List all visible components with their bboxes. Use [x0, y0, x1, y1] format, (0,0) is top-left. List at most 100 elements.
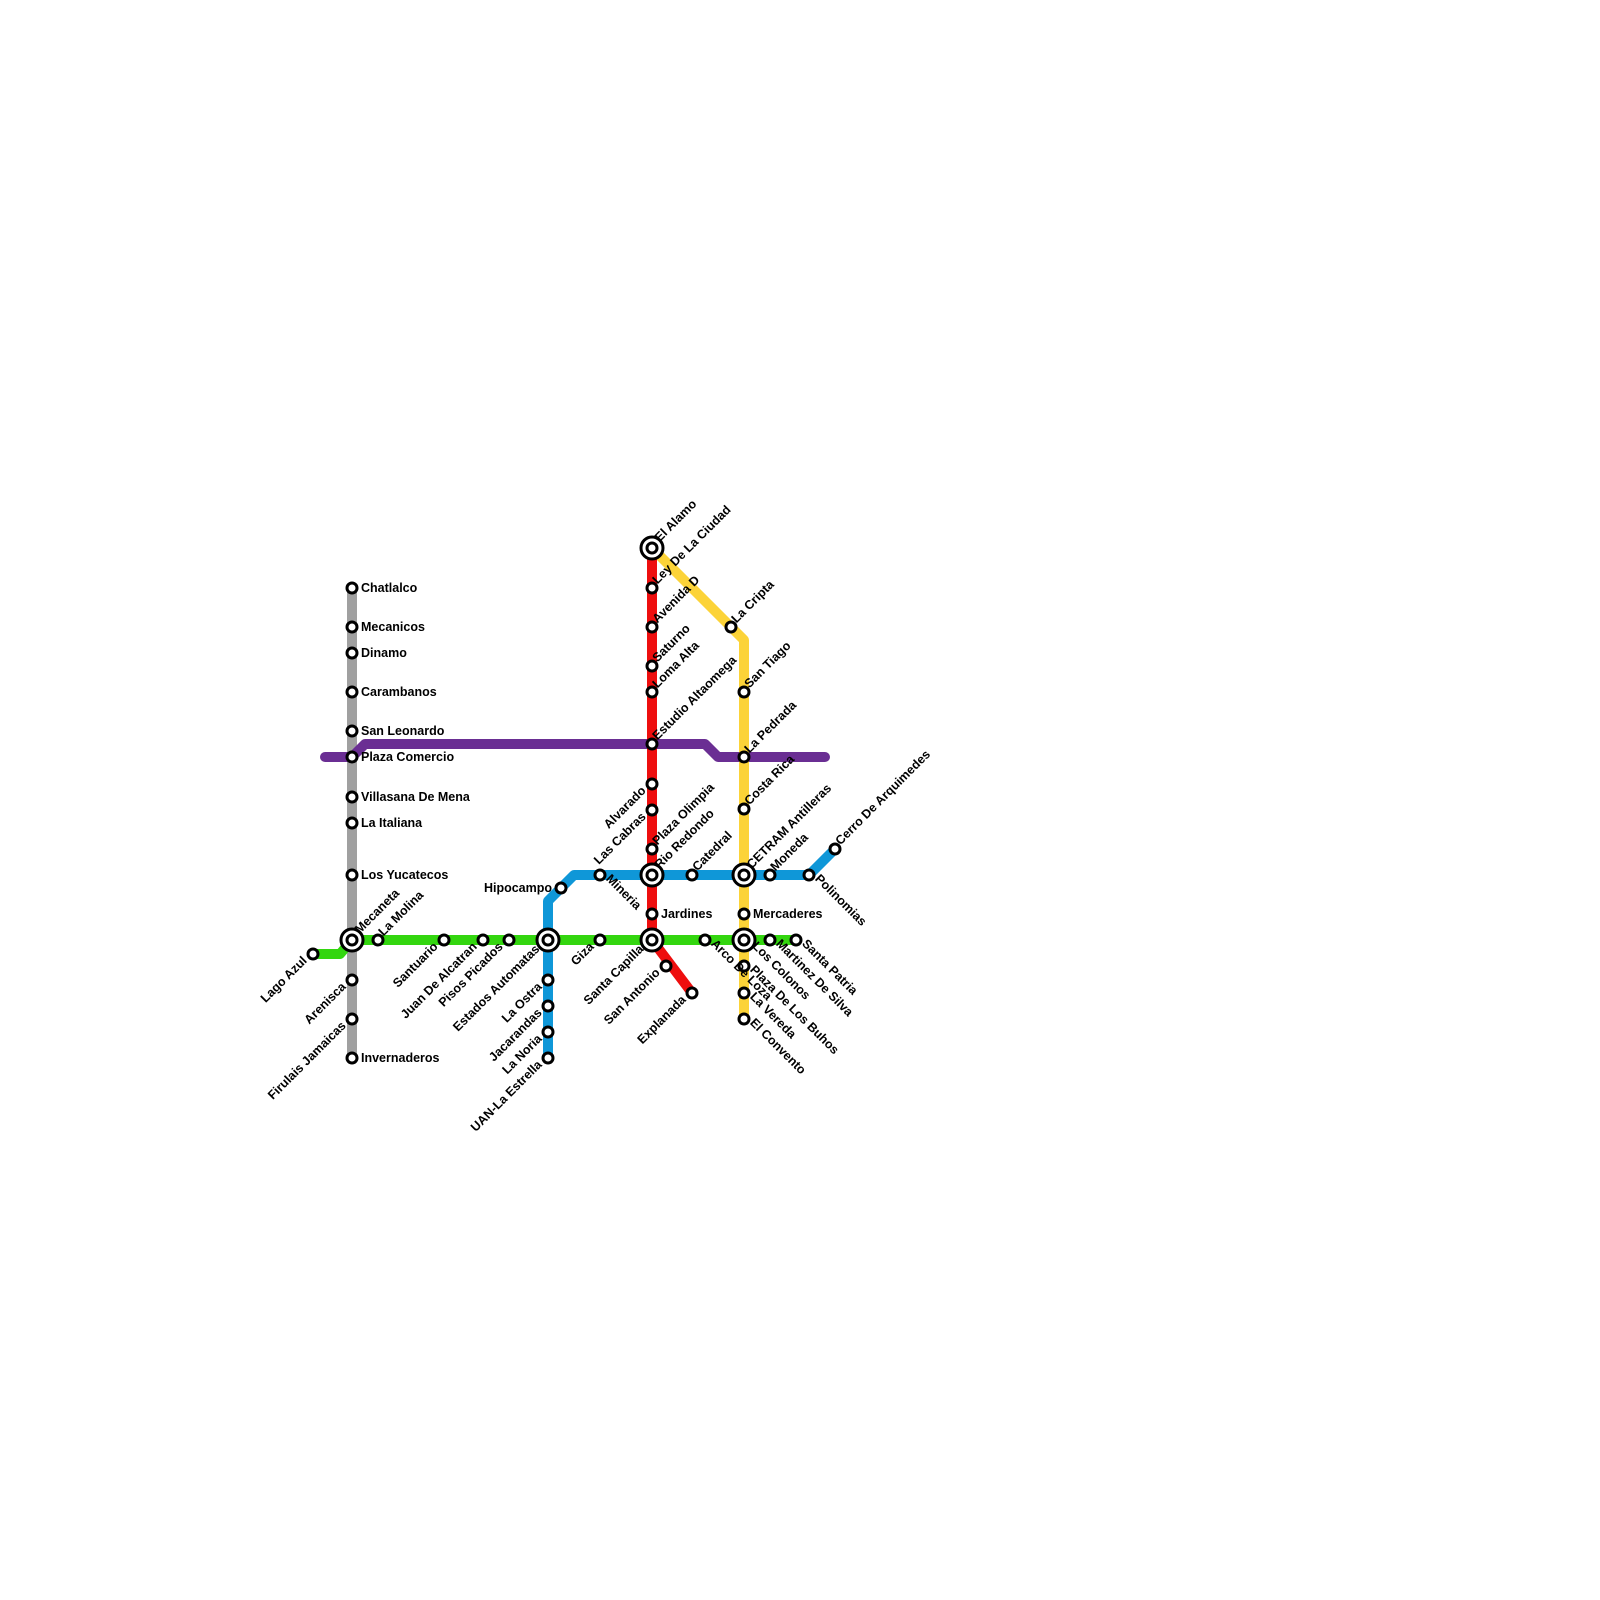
- station-la-molina[interactable]: [371, 933, 385, 947]
- station-marker: [645, 842, 659, 856]
- station-firulais-jamaicas[interactable]: [345, 1012, 359, 1026]
- station-moneda[interactable]: [763, 868, 777, 882]
- station-marker: [737, 959, 751, 973]
- station-plaza-olimpia[interactable]: [645, 842, 659, 856]
- station-marker: [345, 1051, 359, 1065]
- station-marker: [345, 646, 359, 660]
- station-carambanos[interactable]: [345, 685, 359, 699]
- station-label-invernaderos: Invernaderos: [361, 1051, 440, 1065]
- station-marker: [371, 933, 385, 947]
- station-villasana-de-mena[interactable]: [345, 790, 359, 804]
- station-dinamo[interactable]: [345, 646, 359, 660]
- station-marker: [345, 973, 359, 987]
- station-giza[interactable]: [593, 933, 607, 947]
- station-alvarado[interactable]: [645, 777, 659, 791]
- station-la-pedrada[interactable]: [737, 750, 751, 764]
- station-marker: [345, 816, 359, 830]
- station-marker: [645, 803, 659, 817]
- station-explanada[interactable]: [685, 986, 699, 1000]
- station-marker: [306, 947, 320, 961]
- station-arco-de-loza[interactable]: [698, 933, 712, 947]
- station-la-ostra[interactable]: [541, 973, 555, 987]
- station-san-leonardo[interactable]: [345, 724, 359, 738]
- station-marker: [737, 986, 751, 1000]
- station-estudio-altaomega[interactable]: [645, 737, 659, 751]
- station-martinez-de-silva[interactable]: [763, 933, 777, 947]
- station-lago-azul[interactable]: [306, 947, 320, 961]
- interchange-cetram-antilleras[interactable]: [731, 862, 757, 888]
- station-el-convento[interactable]: [737, 1012, 751, 1026]
- station-mineria[interactable]: [593, 868, 607, 882]
- station-mercaderes[interactable]: [737, 907, 751, 921]
- station-marker: [685, 986, 699, 1000]
- station-mecanicos[interactable]: [345, 620, 359, 634]
- station-marker: [345, 750, 359, 764]
- station-jardines[interactable]: [645, 907, 659, 921]
- interchange-el-alamo[interactable]: [639, 535, 665, 561]
- station-pisos-picados[interactable]: [502, 933, 516, 947]
- station-arenisca[interactable]: [345, 973, 359, 987]
- station-marker: [345, 685, 359, 699]
- station-marker: [724, 620, 738, 634]
- station-marker: [554, 881, 568, 895]
- station-avenida-d[interactable]: [645, 620, 659, 634]
- station-juan-de-alcatran[interactable]: [476, 933, 490, 947]
- station-plaza-comercio[interactable]: [345, 750, 359, 764]
- station-marker: [737, 685, 751, 699]
- station-marker: [645, 777, 659, 791]
- station-label-plaza-comercio: Plaza Comercio: [361, 750, 454, 764]
- station-cerro-de-arquimedes[interactable]: [828, 842, 842, 856]
- station-san-antonio[interactable]: [659, 959, 673, 973]
- station-marker: [541, 1025, 555, 1039]
- station-marker: [437, 933, 451, 947]
- station-uan-la-estrella[interactable]: [541, 1051, 555, 1065]
- station-catedral[interactable]: [685, 868, 699, 882]
- interchange-mecaneta[interactable]: [339, 927, 365, 953]
- station-loma-alta[interactable]: [645, 685, 659, 699]
- station-marker: [502, 933, 516, 947]
- station-label-cerro-de-arquimedes: Cerro De Arquimedes: [833, 747, 933, 847]
- station-hipocampo[interactable]: [554, 881, 568, 895]
- station-san-tiago[interactable]: [737, 685, 751, 699]
- station-label-villasana-de-mena: Villasana De Mena: [361, 790, 471, 804]
- station-marker: [345, 868, 359, 882]
- station-las-cabras[interactable]: [645, 803, 659, 817]
- interchange-santa-capilla[interactable]: [639, 927, 665, 953]
- station-invernaderos[interactable]: [345, 1051, 359, 1065]
- station-chatlalco[interactable]: [345, 581, 359, 595]
- station-la-noria[interactable]: [541, 1025, 555, 1039]
- station-label-explanada: Explanada: [635, 992, 690, 1047]
- station-ley-de-la-ciudad[interactable]: [645, 581, 659, 595]
- station-label-la-italiana: La Italiana: [361, 816, 423, 830]
- station-label-dinamo: Dinamo: [361, 646, 407, 660]
- station-labels: Chatlalco Mecanicos Dinamo Carambanos San Le…: [258, 497, 933, 1135]
- station-jacarandas[interactable]: [541, 999, 555, 1013]
- station-costa-rica[interactable]: [737, 802, 751, 816]
- station-marker: [763, 933, 777, 947]
- station-plaza-de-los-buhos[interactable]: [737, 959, 751, 973]
- station-marker: [541, 999, 555, 1013]
- interchange-estados-automatas[interactable]: [535, 927, 561, 953]
- station-marker: [802, 868, 816, 882]
- station-marker: [685, 868, 699, 882]
- station-la-cripta[interactable]: [724, 620, 738, 634]
- station-santa-patria[interactable]: [789, 933, 803, 947]
- station-marker: [698, 933, 712, 947]
- station-los-yucatecos[interactable]: [345, 868, 359, 882]
- station-marker: [593, 868, 607, 882]
- station-polinomias[interactable]: [802, 868, 816, 882]
- interchange-inner-ring: [645, 933, 659, 947]
- interchange-rio-redondo[interactable]: [639, 862, 665, 888]
- station-la-vereda[interactable]: [737, 986, 751, 1000]
- station-label-mercaderes: Mercaderes: [753, 907, 823, 921]
- station-label-firulais-jamaicas: Firulais Jamaicas: [265, 1019, 349, 1103]
- station-santuario[interactable]: [437, 933, 451, 947]
- station-la-italiana[interactable]: [345, 816, 359, 830]
- station-marker: [737, 1012, 751, 1026]
- station-marker: [345, 620, 359, 634]
- station-saturno[interactable]: [645, 659, 659, 673]
- interchange-los-colonos[interactable]: [731, 927, 757, 953]
- yellow-line: [647, 543, 749, 1024]
- station-label-la-pedrada: La Pedrada: [742, 697, 800, 755]
- station-marker: [645, 737, 659, 751]
